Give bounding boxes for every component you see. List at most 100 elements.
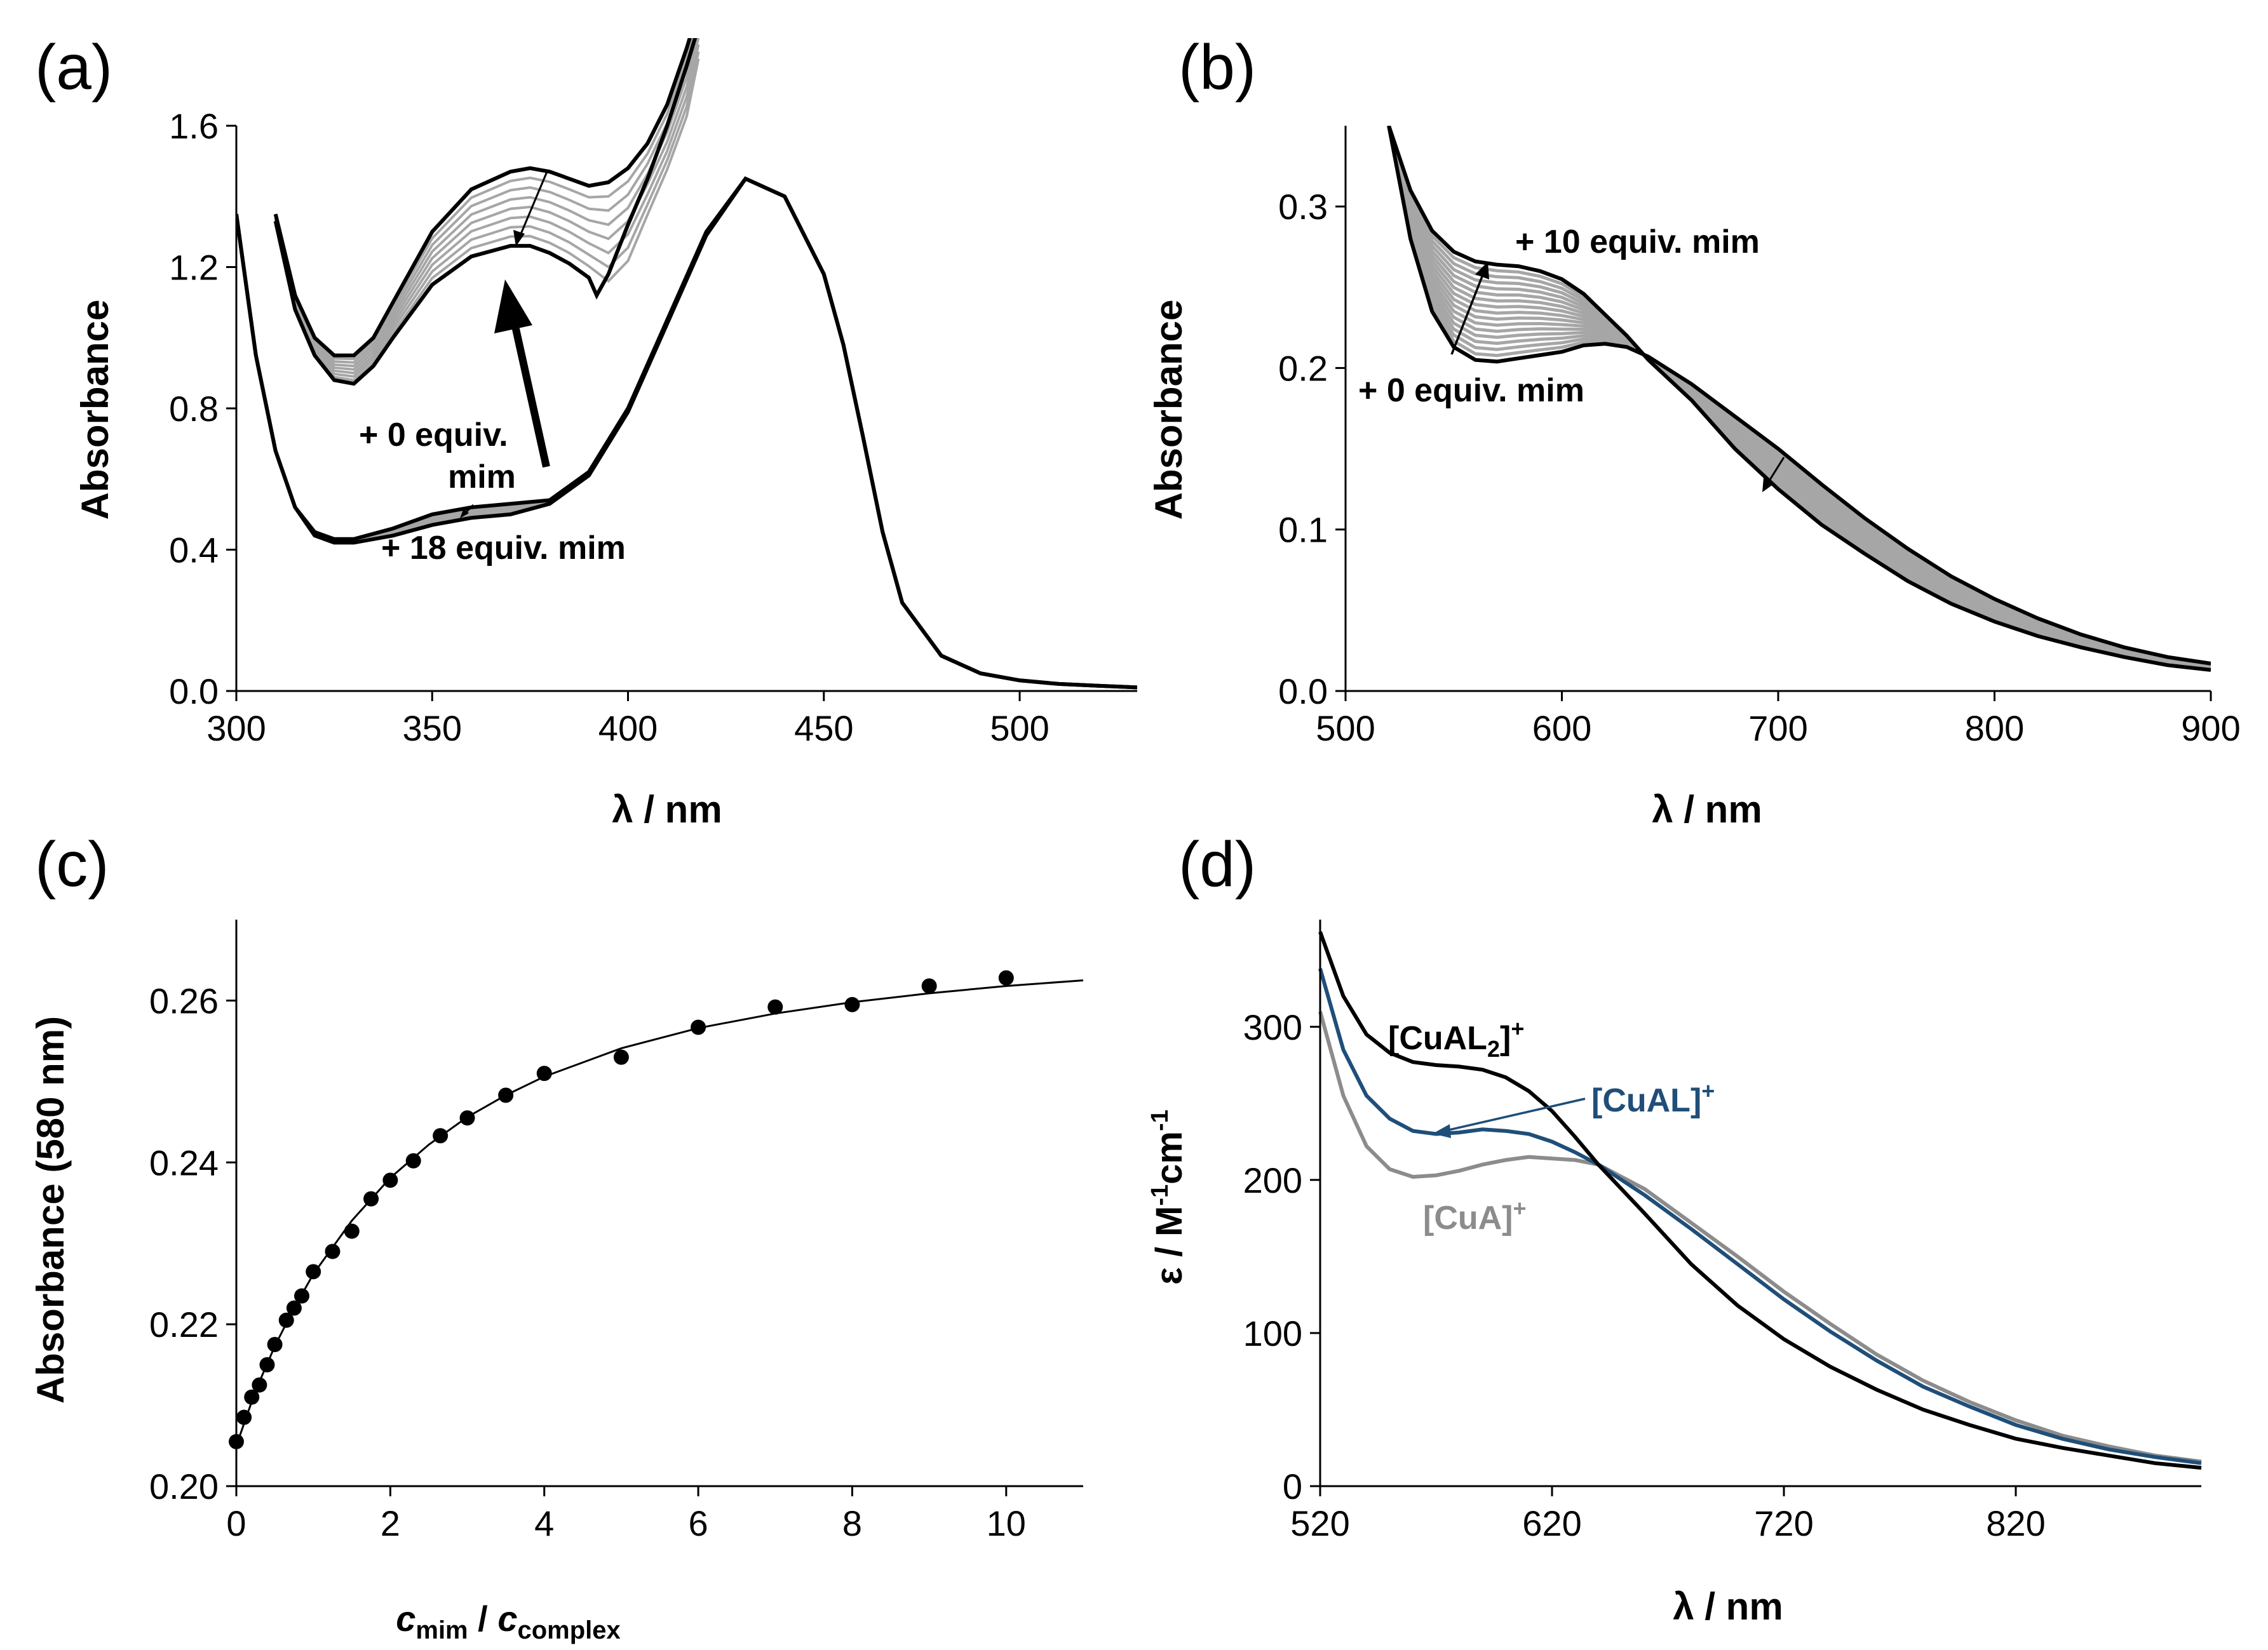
x-tick-label: 4 xyxy=(534,1503,554,1543)
x-tick-label: 820 xyxy=(1986,1503,2045,1543)
series-curve-[CuAL2]+ xyxy=(1318,931,2202,1470)
label-cua: [CuA]+ xyxy=(1423,1195,1527,1237)
arrow-thin-inset xyxy=(516,170,549,242)
inset-intermediate-curve xyxy=(274,51,700,379)
x-tick-label: 500 xyxy=(990,708,1049,748)
arrowhead-d-cual xyxy=(1433,1124,1451,1138)
panel-c-axes: 0 2 4 6 8 10 0.20 0.22 0.24 0.26 xyxy=(149,920,1083,1543)
panel-c-x-axis-title: cmim / ccomplex xyxy=(396,1599,621,1644)
x-tick-label: 450 xyxy=(794,708,853,748)
arrow-large-up xyxy=(510,316,550,468)
x-tick-label: 500 xyxy=(1316,708,1375,748)
main-curve-1 xyxy=(236,176,1137,690)
x-tick-label: 6 xyxy=(689,1503,708,1543)
panel-d-annotations: [CuAL2]+ [CuAL]+ [CuA]+ xyxy=(1388,1016,1715,1237)
x-tick-label: 350 xyxy=(403,708,462,748)
data-point xyxy=(382,1172,398,1188)
x-tick-label: 0 xyxy=(226,1503,246,1543)
panel-a-chart: (a) 300 350 400 450 500 0.0 0.4 0.8 1.2 1.6 + 0 e… xyxy=(35,32,1137,831)
y-tick-label: 0.26 xyxy=(149,981,219,1021)
data-point xyxy=(286,1300,302,1316)
data-point xyxy=(433,1128,449,1144)
annotation-0-equiv-line1: + 0 equiv. xyxy=(359,417,508,453)
panel-a-annotations: + 0 equiv. mim + 18 equiv. mim xyxy=(359,170,626,567)
panel-b-chart: (b) 500 600 700 800 900 0.0 0.1 0.2 0.3 + 10 equ… xyxy=(1147,32,2241,831)
x-tick-label: 8 xyxy=(842,1503,862,1543)
panel-b-axes: 500 600 700 800 900 0.0 0.1 0.2 0.3 xyxy=(1278,126,2241,748)
x-tick-label: 900 xyxy=(2181,708,2240,748)
arrowhead-b-up xyxy=(1475,262,1489,279)
arrowhead-b-down xyxy=(1762,478,1774,492)
panel-d-label: (d) xyxy=(1178,829,1256,900)
panel-a-series-group xyxy=(236,38,1137,690)
panel-d-y-axis-title: ε / M-1cm-1 xyxy=(1147,1110,1190,1285)
y-tick-label: 1.6 xyxy=(169,106,219,146)
inset-intermediate-curve xyxy=(274,38,694,361)
inset-intermediate-curve xyxy=(274,38,696,364)
x-tick-label: 300 xyxy=(206,708,266,748)
panel-d-x-axis-title: λ / nm xyxy=(1673,1585,1783,1628)
data-point xyxy=(236,1409,252,1425)
panel-c-series-group xyxy=(229,970,1084,1449)
y-tick-label: 0.0 xyxy=(1278,671,1328,711)
panel-b-label: (b) xyxy=(1178,32,1256,103)
panel-a-axes: 300 350 400 450 500 0.0 0.4 0.8 1.2 1.6 xyxy=(169,106,1137,748)
y-tick-label: 0.8 xyxy=(169,389,219,429)
data-point xyxy=(921,978,937,994)
data-point xyxy=(267,1337,283,1352)
data-point xyxy=(691,1019,706,1035)
panel-a-x-axis-title: λ / nm xyxy=(612,788,722,831)
extreme-curve-1 xyxy=(1387,126,2211,672)
x-title-sep: / xyxy=(468,1599,498,1639)
panel-b-y-axis-title: Absorbance xyxy=(1147,300,1190,520)
x-tick-label: 620 xyxy=(1522,1503,1581,1543)
annotation-18-equiv: + 18 equiv. mim xyxy=(381,530,626,567)
panel-d-axes: 520 620 720 820 0 100 200 300 xyxy=(1243,920,2201,1543)
data-point xyxy=(363,1191,379,1207)
x-tick-label: 400 xyxy=(598,708,658,748)
annotation-10-equiv: + 10 equiv. mim xyxy=(1515,224,1760,260)
series-curve-[CuA]+ xyxy=(1318,1010,2202,1464)
x-title-sub1: mim xyxy=(415,1616,468,1644)
y-tick-label: 0.4 xyxy=(169,530,219,570)
panel-c-y-axis-title: Absorbance (580 nm) xyxy=(29,1016,72,1404)
y-tick-label: 0 xyxy=(1283,1466,1302,1506)
data-point xyxy=(767,999,783,1015)
panel-c-chart: (c) 0 2 4 6 8 100.200.220.240.26 cmim / ccomp… xyxy=(29,829,1084,1644)
x-title-c1: c xyxy=(396,1599,415,1639)
inset-curve-1 xyxy=(273,38,698,386)
inset-intermediate-curve xyxy=(274,38,698,368)
data-point xyxy=(998,970,1014,986)
data-point xyxy=(259,1357,275,1372)
y-tick-label: 100 xyxy=(1243,1313,1302,1353)
data-point xyxy=(306,1264,321,1280)
data-point xyxy=(252,1377,267,1393)
label-cual: [CuAL]+ xyxy=(1591,1078,1715,1119)
x-tick-label: 720 xyxy=(1754,1503,1813,1543)
data-point xyxy=(405,1153,421,1169)
arrowhead-large-up xyxy=(494,279,532,333)
inset-intermediate-curve xyxy=(274,44,700,375)
panel-a-plot-area xyxy=(236,38,1137,690)
x-tick-label: 520 xyxy=(1290,1503,1349,1543)
x-tick-label: 700 xyxy=(1748,708,1807,748)
x-tick-label: 600 xyxy=(1532,708,1591,748)
annotation-0-equiv-b: + 0 equiv. mim xyxy=(1358,372,1584,409)
data-point xyxy=(613,1049,629,1065)
x-title-c2: c xyxy=(497,1599,517,1639)
annotation-0-equiv-line2: mim xyxy=(448,459,516,495)
extreme-curve-0 xyxy=(1387,126,2211,666)
data-point xyxy=(325,1244,341,1259)
y-tick-label: 300 xyxy=(1243,1007,1302,1047)
y-tick-label: 1.2 xyxy=(169,248,219,288)
x-title-sub2: complex xyxy=(517,1616,620,1644)
arrowhead-thin-inset xyxy=(513,230,525,246)
label-cual2: [CuAL2]+ xyxy=(1388,1016,1524,1062)
y-tick-label: 0.22 xyxy=(149,1305,219,1345)
data-point xyxy=(844,996,860,1012)
y-tick-label: 0.2 xyxy=(1278,348,1328,388)
arrow-b-up xyxy=(1450,269,1486,355)
data-point xyxy=(498,1087,514,1103)
arrow-d-cual xyxy=(1440,1097,1586,1133)
data-point xyxy=(278,1312,294,1328)
